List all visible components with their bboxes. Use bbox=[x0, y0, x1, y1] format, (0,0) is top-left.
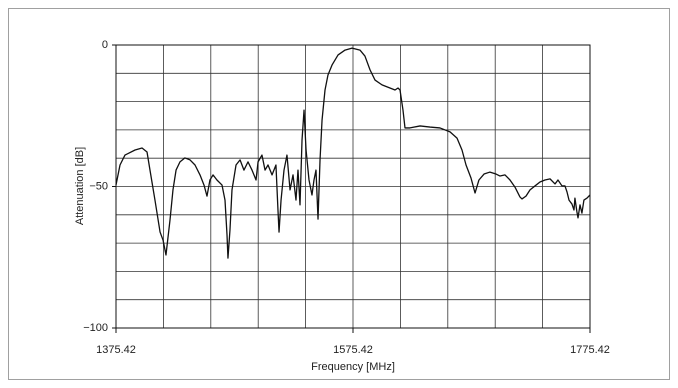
x-tick-label: 1775.42 bbox=[570, 344, 610, 356]
frame bbox=[8, 8, 670, 380]
y-tick-label: −50 bbox=[89, 180, 108, 192]
y-tick-label: 0 bbox=[102, 39, 108, 51]
x-tick-label: 1575.42 bbox=[333, 344, 373, 356]
x-tick-label: 1375.42 bbox=[96, 344, 136, 356]
y-tick-label: −100 bbox=[83, 322, 108, 334]
x-axis-label: Frequency [MHz] bbox=[311, 361, 395, 373]
data-line bbox=[115, 47, 591, 259]
y-axis-label: Attenuation [dB] bbox=[74, 147, 86, 225]
